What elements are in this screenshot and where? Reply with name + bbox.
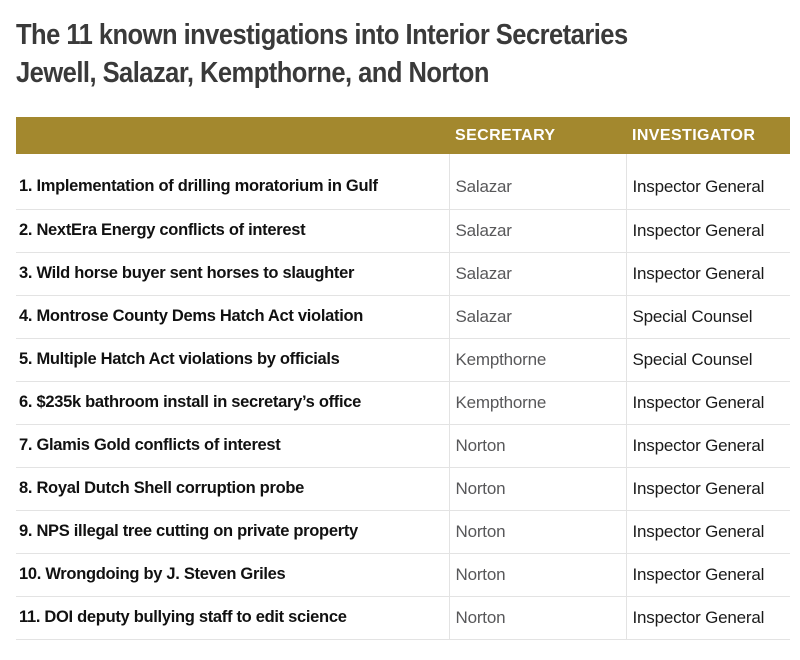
table-row: 9. NPS illegal tree cutting on private p… xyxy=(16,510,790,554)
secretary-cell: Kempthorne xyxy=(448,381,626,425)
table-row: 2. NextEra Energy conflicts of interest … xyxy=(16,209,790,253)
header-cell-investigation xyxy=(16,117,449,154)
investigation-cell: 4. Montrose County Dems Hatch Act violat… xyxy=(16,295,449,339)
investigator-cell: Inspector General xyxy=(625,510,790,554)
table-header: SECRETARY INVESTIGATOR xyxy=(16,117,790,154)
secretary-cell: Norton xyxy=(448,424,626,468)
investigator-cell: Inspector General xyxy=(625,209,790,253)
investigator-cell: Inspector General xyxy=(625,553,790,597)
secretary-cell: Norton xyxy=(448,467,626,511)
investigator-cell: Inspector General xyxy=(625,381,790,425)
title-line-1: The 11 known investigations into Interio… xyxy=(16,19,628,51)
header-cell-secretary: SECRETARY xyxy=(449,117,626,154)
investigation-cell: 7. Glamis Gold conflicts of interest xyxy=(16,424,449,468)
investigator-cell: Inspector General xyxy=(625,596,790,640)
table-row: 3. Wild horse buyer sent horses to slaug… xyxy=(16,252,790,296)
investigation-cell: 11. DOI deputy bullying staff to edit sc… xyxy=(16,596,449,640)
investigation-cell: 3. Wild horse buyer sent horses to slaug… xyxy=(16,252,449,296)
infographic: The 11 known investigations into Interio… xyxy=(16,16,790,640)
table-row: 6. $235k bathroom install in secretary’s… xyxy=(16,381,790,425)
secretary-cell: Salazar xyxy=(448,295,626,339)
table-row: 5. Multiple Hatch Act violations by offi… xyxy=(16,338,790,382)
secretary-cell: Salazar xyxy=(448,252,626,296)
investigation-cell: 9. NPS illegal tree cutting on private p… xyxy=(16,510,449,554)
investigation-cell: 8. Royal Dutch Shell corruption probe xyxy=(16,467,449,511)
header-cell-investigator: INVESTIGATOR xyxy=(626,117,790,154)
investigation-cell: 2. NextEra Energy conflicts of interest xyxy=(16,209,449,253)
investigations-table: SECRETARY INVESTIGATOR 1. Implementation… xyxy=(16,117,790,640)
secretary-cell: Kempthorne xyxy=(448,338,626,382)
investigator-cell: Special Counsel xyxy=(625,295,790,339)
secretary-cell: Norton xyxy=(448,596,626,640)
investigator-cell: Inspector General xyxy=(625,154,790,210)
table-row: 10. Wrongdoing by J. Steven Griles Norto… xyxy=(16,553,790,597)
investigator-cell: Special Counsel xyxy=(625,338,790,382)
investigator-cell: Inspector General xyxy=(625,424,790,468)
table-body: 1. Implementation of drilling moratorium… xyxy=(16,154,790,640)
table-row: 4. Montrose County Dems Hatch Act violat… xyxy=(16,295,790,339)
page-title: The 11 known investigations into Interio… xyxy=(16,16,697,92)
investigation-cell: 5. Multiple Hatch Act violations by offi… xyxy=(16,338,449,382)
table-row: 1. Implementation of drilling moratorium… xyxy=(16,154,790,210)
secretary-cell: Norton xyxy=(448,553,626,597)
investigator-cell: Inspector General xyxy=(625,467,790,511)
investigator-cell: Inspector General xyxy=(625,252,790,296)
table-header-row: SECRETARY INVESTIGATOR xyxy=(16,117,790,154)
investigation-cell: 1. Implementation of drilling moratorium… xyxy=(16,154,449,210)
table-row: 11. DOI deputy bullying staff to edit sc… xyxy=(16,596,790,640)
table-row: 7. Glamis Gold conflicts of interest Nor… xyxy=(16,424,790,468)
investigation-cell: 6. $235k bathroom install in secretary’s… xyxy=(16,381,449,425)
table-row: 8. Royal Dutch Shell corruption probe No… xyxy=(16,467,790,511)
secretary-cell: Salazar xyxy=(448,209,626,253)
investigation-cell: 10. Wrongdoing by J. Steven Griles xyxy=(16,553,449,597)
secretary-cell: Salazar xyxy=(448,154,626,210)
title-line-2: Jewell, Salazar, Kempthorne, and Norton xyxy=(16,57,489,89)
secretary-cell: Norton xyxy=(448,510,626,554)
